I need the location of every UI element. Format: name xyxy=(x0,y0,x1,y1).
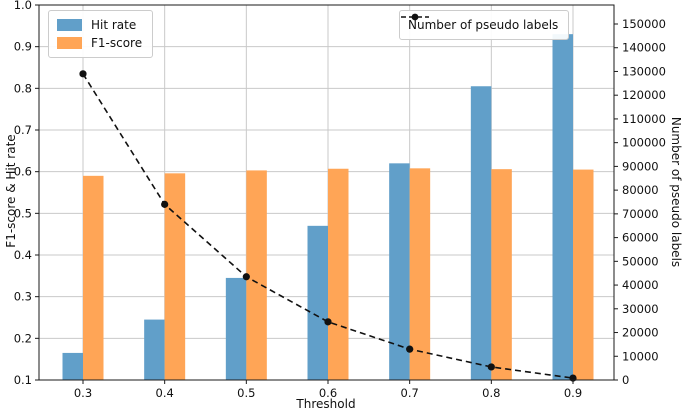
bar-f1-score xyxy=(491,169,512,380)
x-tick-label: 0.7 xyxy=(401,386,419,400)
y-left-tick-label: 0.5 xyxy=(14,206,32,220)
legend-item: Number of pseudo labels xyxy=(401,13,559,34)
x-tick-label: 0.3 xyxy=(74,386,92,400)
x-tick-label: 0.8 xyxy=(482,386,500,400)
bar-hit-rate xyxy=(225,277,247,380)
pseudo-labels-marker xyxy=(487,363,495,371)
legend-bars: Hit rate F1-score xyxy=(48,10,154,58)
y-axis-label-right: Number of pseudo labels xyxy=(669,116,683,268)
pseudo-labels-marker xyxy=(242,273,250,281)
y-right-tick-label: 40000 xyxy=(622,278,659,292)
legend-item: F1-score xyxy=(57,34,142,52)
y-left-tick-label: 0.2 xyxy=(14,331,32,345)
y-right-tick-label: 80000 xyxy=(622,183,659,197)
legend-line: Number of pseudo labels xyxy=(399,10,570,40)
bar-f1-score xyxy=(246,170,267,380)
legend-swatch-icon xyxy=(57,37,82,49)
legend-item-label: F1-score xyxy=(91,36,143,50)
bar-hit-rate xyxy=(552,34,573,381)
y-left-tick-label: 0.7 xyxy=(14,123,32,137)
pseudo-labels-marker xyxy=(324,318,332,326)
y-right-tick-label: 30000 xyxy=(622,302,659,316)
bar-hit-rate xyxy=(144,319,165,380)
y-right-tick-label: 150000 xyxy=(622,17,666,31)
pseudo-labels-marker xyxy=(161,200,169,208)
y-right-tick-label: 50000 xyxy=(622,254,659,268)
y-left-tick-label: 0.1 xyxy=(14,373,32,387)
x-tick-label: 0.6 xyxy=(319,386,337,400)
dashed-dot-marker-icon xyxy=(401,13,429,21)
x-tick-label: 0.9 xyxy=(564,386,582,400)
y-left-tick-label: 0.4 xyxy=(14,248,32,262)
y-right-tick-label: 0 xyxy=(622,373,629,387)
legend-item-label: Number of pseudo labels xyxy=(408,18,559,32)
bar-hit-rate xyxy=(389,163,410,380)
y-right-tick-label: 110000 xyxy=(622,112,666,126)
y-right-tick-label: 90000 xyxy=(622,159,659,173)
bar-f1-score xyxy=(83,175,104,380)
legend-item-label: Hit rate xyxy=(91,18,137,32)
pseudo-labels-marker xyxy=(79,70,87,78)
bar-f1-score xyxy=(409,168,431,380)
x-tick-label: 0.4 xyxy=(156,386,174,400)
y-right-tick-label: 140000 xyxy=(622,41,666,55)
y-right-tick-label: 100000 xyxy=(622,136,666,150)
bar-f1-score xyxy=(164,173,186,380)
y-left-tick-label: 0.3 xyxy=(14,290,32,304)
y-left-tick-label: 0.9 xyxy=(14,40,32,54)
legend-swatch-icon xyxy=(57,19,82,31)
y-right-tick-label: 70000 xyxy=(622,207,659,221)
y-left-tick-label: 0.6 xyxy=(14,165,32,179)
bar-f1-score xyxy=(573,169,594,380)
y-right-tick-label: 20000 xyxy=(622,326,659,340)
x-tick-label: 0.5 xyxy=(237,386,255,400)
y-axis-label-left: F1-score & Hit rate xyxy=(4,134,18,248)
y-left-tick-label: 1.0 xyxy=(14,0,32,12)
x-axis-label: Threshold xyxy=(296,397,356,411)
y-right-tick-label: 130000 xyxy=(622,64,666,78)
bar-f1-score xyxy=(328,168,349,380)
bar-hit-rate xyxy=(62,352,83,380)
y-right-tick-label: 60000 xyxy=(622,231,659,245)
legend-item: Hit rate xyxy=(57,16,142,34)
y-right-tick-label: 10000 xyxy=(622,349,659,363)
pseudo-labels-marker xyxy=(406,345,414,353)
y-left-tick-label: 0.8 xyxy=(14,81,32,95)
bar-hit-rate xyxy=(307,225,328,380)
plot-spines xyxy=(38,4,615,381)
bar-hit-rate xyxy=(470,86,492,380)
y-right-tick-label: 120000 xyxy=(622,88,666,102)
